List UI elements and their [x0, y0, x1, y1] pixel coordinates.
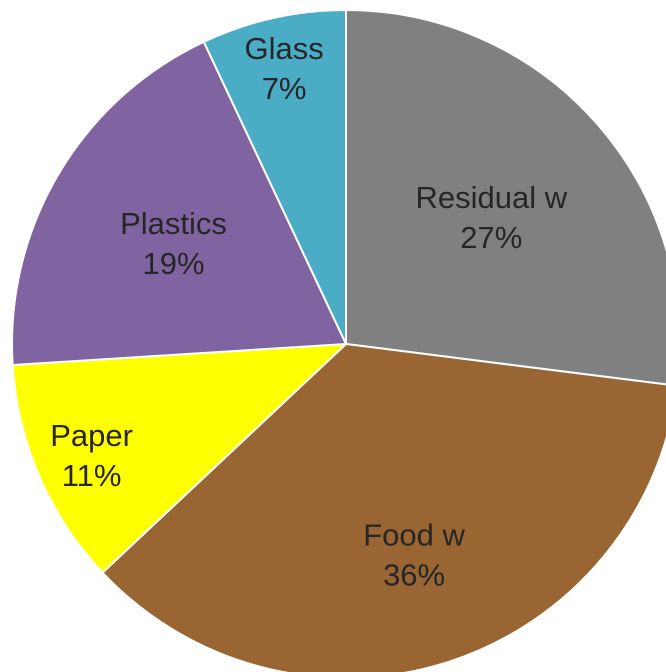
slice-label-percent: 11%: [62, 458, 122, 493]
pie-slice-glass: [202, 9, 347, 345]
pie-slice-food-w: [101, 343, 666, 672]
slice-label-percent: 19%: [142, 246, 204, 281]
slice-label-category: Paper: [50, 418, 133, 453]
slice-label-category: Plastics: [120, 206, 227, 241]
pie-slice-paper: [11, 343, 347, 574]
pie-labels: Residual w 27% Food w 36% Paper 11% Plastics 19…: [50, 31, 567, 593]
slice-label-percent: 27%: [460, 220, 522, 255]
slice-label-percent: 36%: [383, 558, 445, 593]
pie-slices: [11, 9, 666, 672]
slice-label-category: Residual w: [415, 180, 567, 215]
slice-label-percent: 7%: [262, 71, 307, 106]
pie-slice-residual-w: [345, 9, 666, 386]
pie-slice-plastics: [11, 40, 347, 366]
slice-label-category: Glass: [244, 31, 323, 66]
slice-label-category: Food w: [363, 518, 465, 553]
